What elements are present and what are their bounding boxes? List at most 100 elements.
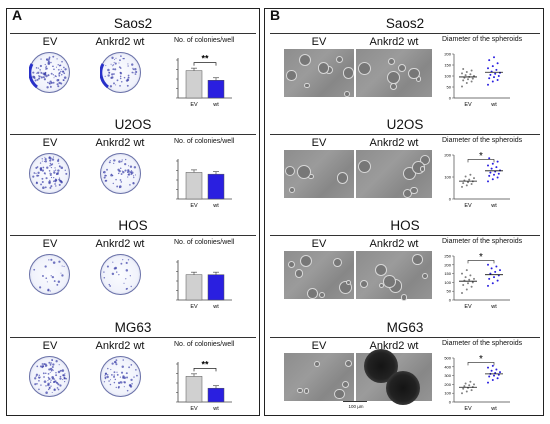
micrograph-ev bbox=[284, 251, 354, 299]
petri-dish-ev bbox=[28, 52, 70, 93]
petri-dish-ev bbox=[29, 254, 70, 295]
wt-label: Ankrd2 wt bbox=[95, 36, 145, 48]
spheroid bbox=[419, 166, 426, 173]
spheroid-scatter-plot: 0 100 200 300 400 500 EV wt * bbox=[438, 350, 534, 416]
y-tick-label: 100 bbox=[444, 74, 451, 79]
data-point-wt bbox=[493, 76, 495, 79]
spheroid-section-hos: HOS EV Ankrd2 wt Diameter of the spheroids 0… bbox=[270, 218, 540, 316]
micrograph-wt bbox=[356, 49, 432, 97]
data-point-wt bbox=[495, 265, 498, 268]
wt-label: Ankrd2 wt bbox=[369, 36, 419, 48]
data-point-wt bbox=[488, 174, 491, 177]
significance-bracket bbox=[467, 260, 495, 264]
colony-section-mg63: MG63 EV Ankrd2 wt No. of colonies/well EV wt *… bbox=[10, 320, 256, 418]
tick-label: wt bbox=[212, 406, 219, 412]
data-point-ev bbox=[470, 389, 473, 392]
chart-title: Diameter of the spheroids bbox=[442, 340, 523, 347]
data-point-wt bbox=[494, 270, 497, 273]
data-point-wt bbox=[496, 176, 499, 179]
data-point-wt bbox=[493, 276, 495, 279]
bar-wt bbox=[207, 387, 225, 403]
ev-label: EV bbox=[311, 137, 327, 149]
data-point-ev bbox=[468, 278, 471, 281]
data-point-ev bbox=[470, 183, 473, 186]
data-point-ev bbox=[467, 282, 469, 285]
y-tick-label: 0 bbox=[449, 96, 452, 101]
ev-label: EV bbox=[42, 36, 58, 48]
tick-label: EV bbox=[190, 304, 198, 310]
data-point-ev bbox=[461, 185, 463, 188]
significance-label: * bbox=[479, 252, 483, 263]
data-point-ev bbox=[465, 71, 468, 74]
bar-wt bbox=[207, 173, 225, 200]
spheroid bbox=[288, 261, 296, 269]
data-point-wt bbox=[493, 56, 495, 59]
spheroid bbox=[285, 165, 296, 176]
panel-a bbox=[6, 8, 260, 416]
y-tick-label: 200 bbox=[444, 382, 451, 387]
spheroid bbox=[334, 388, 346, 400]
ev-label: EV bbox=[311, 340, 327, 352]
spheroid bbox=[378, 282, 384, 288]
data-point-ev bbox=[469, 274, 472, 277]
wt-label: Ankrd2 wt bbox=[369, 340, 419, 352]
spheroid bbox=[303, 388, 310, 394]
spheroid bbox=[294, 268, 304, 278]
data-point-wt bbox=[491, 364, 494, 367]
spheroid bbox=[419, 154, 430, 166]
micrograph-wt bbox=[356, 251, 432, 301]
wt-label: Ankrd2 wt bbox=[369, 137, 419, 149]
bar-wt bbox=[207, 80, 225, 99]
chart-title: Diameter of the spheroids bbox=[442, 137, 523, 144]
colony-section-hos: HOS EV Ankrd2 wt No. of colonies/well EV wt bbox=[10, 218, 256, 316]
data-point-wt bbox=[488, 375, 491, 378]
data-point-wt bbox=[487, 83, 489, 86]
spheroid-section-mg63: MG63 EV Ankrd2 wt Diameter of the spheroids… bbox=[270, 320, 540, 418]
colony-bar-chart: EV wt ** bbox=[170, 48, 250, 112]
spheroid bbox=[344, 90, 351, 97]
data-point-ev bbox=[463, 385, 466, 388]
data-point-ev bbox=[473, 383, 475, 386]
spheroid bbox=[335, 55, 343, 63]
section-divider bbox=[270, 235, 540, 236]
y-tick-label: 0 bbox=[449, 197, 452, 202]
petri-dish-ev bbox=[29, 356, 70, 397]
tick-label: EV bbox=[190, 102, 198, 108]
micrograph-wt bbox=[356, 349, 432, 405]
significance-label: ** bbox=[201, 359, 209, 369]
data-point-wt bbox=[494, 72, 497, 75]
tick-label: wt bbox=[212, 304, 219, 310]
section-divider bbox=[270, 33, 540, 34]
data-point-wt bbox=[487, 263, 489, 266]
bar-ev bbox=[185, 376, 203, 403]
cell-line-title: MG63 bbox=[114, 320, 152, 335]
spheroid-scatter-plot: 0 50 100 150 200 EV wt bbox=[438, 46, 534, 112]
bar-ev bbox=[185, 172, 203, 200]
ev-label: EV bbox=[311, 36, 327, 48]
scale-bar-label: 100 µm bbox=[348, 404, 364, 409]
data-point-ev bbox=[471, 77, 474, 80]
data-point-ev bbox=[462, 67, 465, 70]
colony-section-u2os: U2OS EV Ankrd2 wt No. of colonies/well EV wt bbox=[10, 117, 256, 215]
x-tick-label: wt bbox=[490, 406, 497, 412]
spheroid bbox=[288, 187, 295, 193]
data-point-wt bbox=[491, 65, 494, 68]
spheroid bbox=[408, 67, 421, 80]
data-point-wt bbox=[494, 371, 497, 374]
colony-bar-chart: EV wt bbox=[170, 149, 250, 213]
section-divider bbox=[10, 134, 256, 135]
data-point-wt bbox=[491, 379, 494, 381]
significance-label: ** bbox=[201, 54, 209, 64]
data-point-ev bbox=[465, 269, 468, 272]
panel-b bbox=[264, 8, 544, 416]
spheroid-scatter-plot: 0 50 100 150 200 250 EV wt * bbox=[438, 248, 534, 314]
cell-line-title: U2OS bbox=[114, 117, 152, 132]
data-point-ev bbox=[465, 82, 468, 85]
spheroid bbox=[375, 263, 388, 276]
ev-label: EV bbox=[311, 238, 327, 250]
spheroid bbox=[319, 292, 325, 299]
cell-line-title: HOS bbox=[390, 218, 420, 233]
spheroid bbox=[307, 287, 319, 299]
data-point-wt bbox=[489, 272, 492, 275]
significance-bracket bbox=[467, 362, 495, 366]
